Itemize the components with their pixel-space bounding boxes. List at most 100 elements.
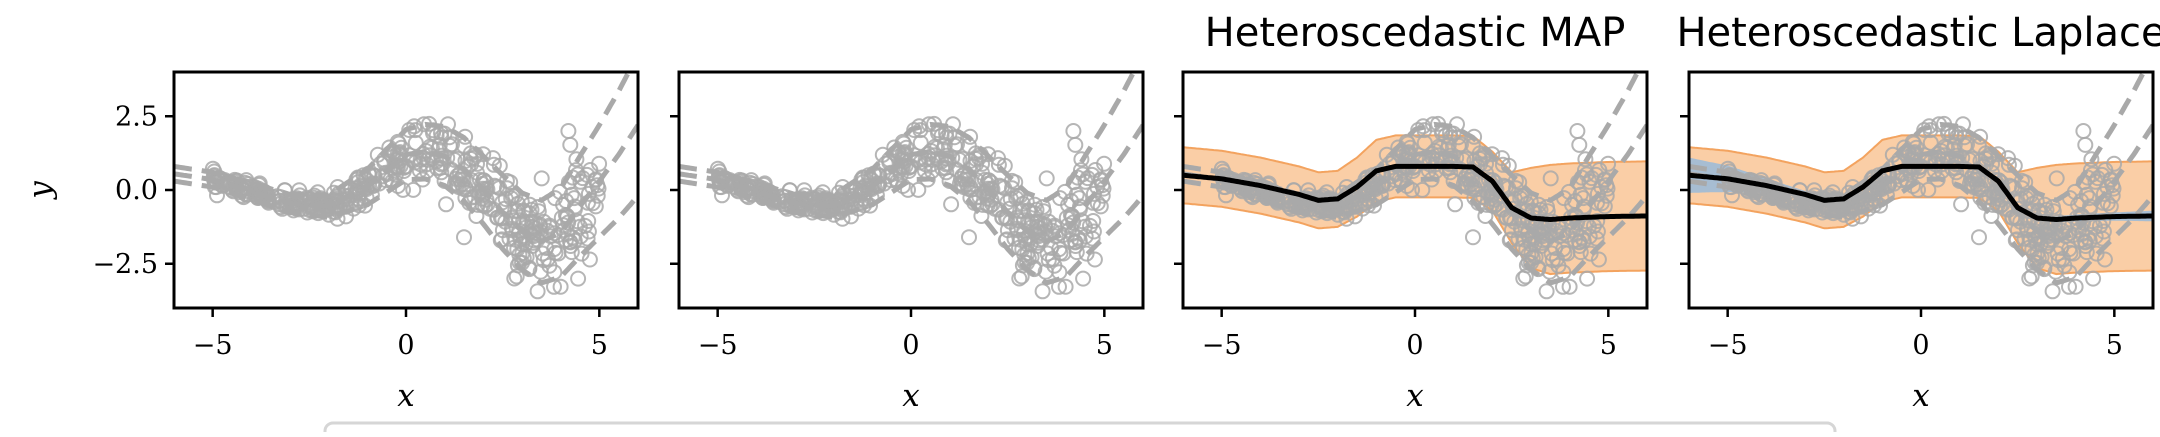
data-point bbox=[584, 195, 601, 212]
panel-title: Heteroscedastic MAP bbox=[1205, 10, 1626, 56]
data-point bbox=[1551, 228, 1568, 245]
data-point bbox=[2033, 214, 2050, 231]
data-point bbox=[1071, 190, 1088, 207]
data-point bbox=[999, 222, 1016, 239]
data-point bbox=[587, 198, 604, 215]
data-point bbox=[1366, 197, 1382, 214]
data-point bbox=[297, 192, 314, 209]
data-point bbox=[2075, 123, 2092, 139]
data-point bbox=[1577, 151, 1594, 168]
true-upper-line bbox=[1689, 72, 2147, 204]
data-point bbox=[436, 125, 453, 142]
x-tick-label: 0 bbox=[1406, 330, 1423, 361]
data-point bbox=[2095, 223, 2112, 240]
data-point bbox=[1442, 129, 1459, 146]
y-axis-label: y bbox=[22, 181, 58, 201]
data-point bbox=[882, 164, 899, 181]
data-point bbox=[1020, 203, 1037, 220]
data-point bbox=[1569, 123, 1586, 139]
data-point bbox=[1948, 129, 1965, 146]
data-point bbox=[570, 270, 587, 287]
data-point bbox=[466, 188, 483, 205]
data-point bbox=[560, 214, 577, 231]
x-tick-label: 0 bbox=[1912, 330, 1929, 361]
data-point bbox=[1390, 139, 1407, 156]
x-tick-label: −5 bbox=[1202, 330, 1242, 361]
data-point bbox=[1494, 156, 1511, 173]
x-axis-label: x bbox=[1912, 378, 1930, 414]
data-point bbox=[1517, 268, 1534, 285]
data-point bbox=[1515, 270, 1532, 287]
data-point bbox=[1484, 146, 1501, 163]
data-point bbox=[1981, 188, 1998, 205]
y-tick-label: −2.5 bbox=[92, 249, 158, 280]
data-point bbox=[923, 156, 940, 173]
data-point bbox=[2085, 270, 2102, 287]
data-point bbox=[506, 270, 523, 287]
data-point bbox=[1452, 161, 1469, 178]
data-point bbox=[2099, 195, 2116, 212]
true-mean-line bbox=[679, 123, 1143, 245]
data-point bbox=[1590, 251, 1607, 268]
data-point bbox=[518, 214, 535, 231]
data-point bbox=[497, 191, 514, 207]
data-point bbox=[938, 129, 955, 146]
x-tick-label: 5 bbox=[1096, 330, 1113, 361]
data-point bbox=[2057, 228, 2074, 245]
x-tick-label: 5 bbox=[1600, 330, 1617, 361]
data-point bbox=[456, 229, 472, 246]
data-point bbox=[562, 136, 579, 153]
data-point bbox=[1465, 229, 1481, 246]
data-point bbox=[1971, 229, 1987, 246]
data-point bbox=[1503, 222, 1520, 239]
data-point bbox=[2104, 177, 2121, 194]
data-point bbox=[1065, 123, 1082, 139]
true-mean-line bbox=[1689, 123, 2153, 245]
x-tick-label: 5 bbox=[2106, 330, 2123, 361]
map-mean-line bbox=[1183, 163, 1647, 223]
data-point bbox=[2021, 270, 2038, 287]
data-point bbox=[980, 146, 997, 163]
data-point bbox=[1593, 195, 1610, 212]
data-point bbox=[1023, 214, 1040, 231]
data-point bbox=[1579, 270, 1596, 287]
data-point bbox=[562, 238, 579, 254]
data-point bbox=[542, 228, 559, 245]
data-point bbox=[591, 155, 608, 172]
data-point bbox=[1046, 217, 1063, 234]
data-point bbox=[580, 223, 597, 240]
data-point bbox=[475, 146, 492, 163]
data-point bbox=[2048, 170, 2065, 187]
data-point bbox=[941, 125, 958, 142]
data-point bbox=[364, 175, 381, 192]
data-point bbox=[886, 139, 903, 156]
data-point bbox=[579, 166, 595, 183]
x-tick-label: −5 bbox=[698, 330, 738, 361]
data-point bbox=[1953, 196, 1970, 213]
data-point bbox=[533, 170, 550, 187]
x-tick-label: 0 bbox=[902, 330, 919, 361]
data-point bbox=[869, 175, 886, 192]
data-point bbox=[508, 268, 525, 285]
data-point bbox=[1507, 172, 1524, 189]
data-point bbox=[1034, 283, 1051, 300]
data-point bbox=[1863, 184, 1880, 201]
data-point bbox=[1958, 161, 1975, 178]
true-upper-line bbox=[174, 72, 632, 204]
x-tick-label: −5 bbox=[193, 330, 233, 361]
data-point bbox=[2077, 136, 2094, 153]
data-point bbox=[572, 228, 589, 245]
data-point bbox=[2067, 278, 2084, 295]
data-point bbox=[853, 184, 870, 201]
x-tick-label: 5 bbox=[591, 330, 608, 361]
data-point bbox=[2083, 151, 2100, 168]
data-point bbox=[581, 251, 598, 268]
data-point bbox=[1561, 278, 1578, 295]
data-point bbox=[968, 156, 985, 173]
panel-4-plot-area bbox=[1689, 72, 2153, 300]
data-point bbox=[910, 181, 927, 198]
data-point bbox=[1990, 146, 2007, 163]
data-point bbox=[2102, 198, 2119, 215]
data-point bbox=[1896, 139, 1913, 156]
data-point bbox=[1077, 228, 1094, 245]
